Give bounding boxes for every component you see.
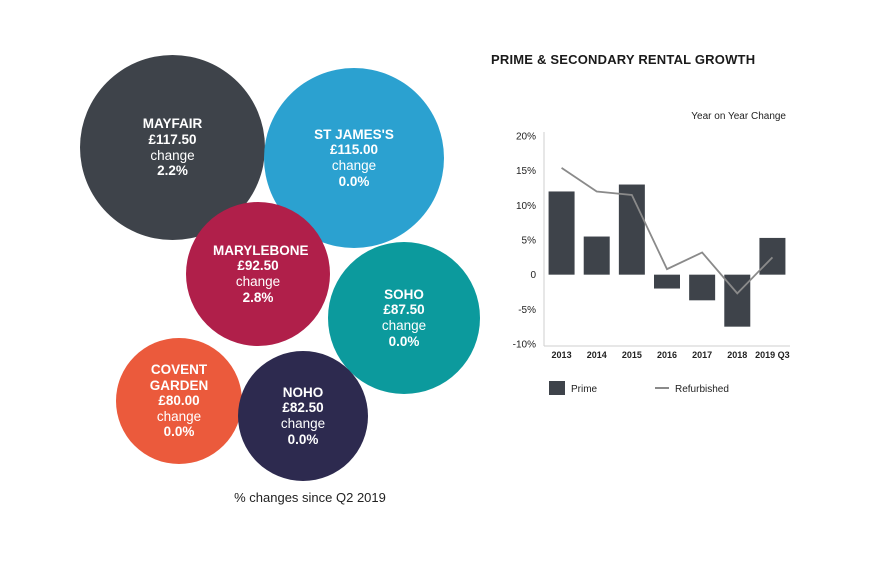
bubble-name: ST JAMES'S: [314, 126, 394, 142]
bubble-change-label: change: [150, 147, 195, 163]
bubble-change-label: change: [381, 318, 427, 333]
bubble-pct: 0.0%: [287, 431, 319, 447]
bubble-price: £82.50: [282, 400, 324, 416]
y-ticks: 20% 15% 10% 5% 0 -5% -10%: [513, 132, 537, 351]
bubble-change-label: change: [280, 416, 326, 431]
bubble-name: MAYFAIR: [142, 116, 203, 132]
x-ticks: 2013 2014 2015 2016 2017 2018 2019 Q3: [552, 350, 790, 360]
bubbles-caption: % changes since Q2 2019: [234, 490, 386, 505]
bubble-mayfair: MAYFAIR £117.50 change 2.2%: [80, 55, 265, 240]
x-tick-label: 2015: [622, 350, 642, 360]
x-tick-label: 2019 Q3: [755, 350, 790, 360]
y-tick-label: 5%: [522, 236, 537, 247]
y-tick-label: 15%: [516, 166, 536, 177]
x-tick-label: 2018: [727, 350, 747, 360]
bubble-price: £117.50: [148, 131, 197, 147]
bubble-pct: 2.8%: [242, 289, 274, 305]
bubble-soho: SOHO £87.50 change 0.0%: [328, 242, 480, 394]
x-tick-label: 2016: [657, 350, 677, 360]
y-tick-label: -10%: [513, 340, 536, 351]
bubble-price: £92.50: [237, 258, 279, 274]
bubble-covent-garden: COVENT GARDEN £80.00 change 0.0%: [116, 338, 242, 464]
y-tick-label: 20%: [516, 132, 536, 143]
legend-prime-label: Prime: [571, 384, 598, 395]
bubble-change-label: change: [331, 158, 377, 173]
line-refurbished: [561, 167, 774, 295]
bubble-pct: 0.0%: [388, 333, 420, 349]
bubble-noho: NOHO £82.50 change 0.0%: [238, 351, 368, 481]
bubble-price: £115.00: [329, 142, 379, 158]
bar-prime: [759, 237, 786, 275]
bubble-change-label: change: [156, 408, 202, 424]
bubble-price: £87.50: [383, 302, 425, 318]
bubble-pct: 0.0%: [163, 424, 195, 440]
chart-ylabel: Year on Year Change: [691, 111, 786, 122]
bubble-pct: 0.0%: [338, 173, 370, 189]
x-tick-label: 2014: [587, 350, 607, 360]
bar-prime: [583, 236, 610, 275]
bar-prime: [548, 191, 575, 275]
bar-prime: [654, 274, 680, 289]
bubble-name: COVENT GARDEN: [149, 362, 209, 393]
x-tick-label: 2017: [692, 350, 712, 360]
bubble-marylebone: MARYLEBONE £92.50 change 2.8%: [186, 202, 330, 346]
bar-prime: [689, 274, 716, 301]
line-group: [561, 167, 774, 295]
bubble-price: £80.00: [158, 393, 200, 409]
bubble-name: SOHO: [384, 286, 424, 302]
bars-group: [548, 184, 786, 327]
bubble-pct: 2.2%: [157, 163, 188, 179]
x-tick-label: 2013: [552, 350, 572, 360]
bubble-name: NOHO: [282, 384, 324, 400]
y-tick-label: 10%: [516, 201, 536, 212]
bubble-change-label: change: [235, 274, 281, 289]
bubble-name: MARYLEBONE: [213, 242, 309, 258]
legend-prime-swatch: [549, 381, 565, 395]
chart-title: PRIME & SECONDARY RENTAL GROWTH: [491, 52, 756, 67]
y-tick-label: -5%: [518, 305, 536, 316]
bar-prime: [618, 184, 645, 275]
bubble-st-james: ST JAMES'S £115.00 change 0.0%: [264, 68, 444, 248]
legend-refurbished-label: Refurbished: [675, 384, 729, 395]
y-tick-label: 0: [530, 270, 536, 281]
